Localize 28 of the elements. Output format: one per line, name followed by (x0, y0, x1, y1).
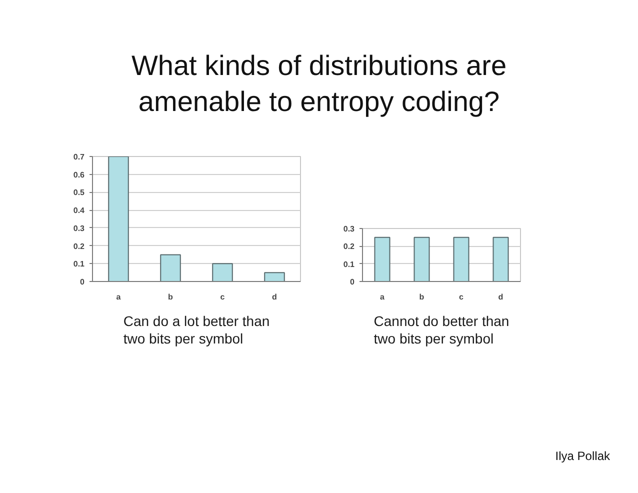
y-tick-label: 0.3 (73, 224, 86, 233)
y-tick-label: 0.4 (73, 206, 86, 216)
x-tick-label: a (116, 292, 122, 302)
y-tick-label: 0.6 (73, 170, 86, 180)
text: Can do a lot better than two bits per symbol (123, 312, 270, 346)
text: Ilya Pollak (554, 448, 610, 465)
y-tick-label: 0.1 (73, 260, 86, 269)
y-tick-label: 0.7 (73, 152, 86, 162)
x-tick-label: a (380, 292, 386, 302)
x-tick-label: d (498, 292, 504, 302)
y-tick-label: 0.2 (73, 242, 86, 251)
bar (108, 156, 129, 282)
y-tick-label: 0 (80, 278, 86, 286)
chart-title: What kinds of distributions are amenable to entropy coding? (130, 49, 508, 119)
y-tick-label: 0.3 (343, 224, 356, 234)
bar (160, 254, 181, 282)
x-tick-label: d (272, 292, 278, 302)
y-tick-label: 0.2 (343, 242, 356, 252)
x-tick-label: b (419, 292, 424, 302)
text: Cannot do better than two bits per symbol (374, 312, 510, 346)
bar (264, 272, 285, 282)
y-tick-label: 0.5 (73, 188, 86, 198)
x-tick-label: c (459, 292, 464, 302)
x-tick-label: c (220, 292, 226, 302)
x-tick-label: b (168, 292, 174, 302)
y-tick-label: 0.1 (343, 260, 356, 269)
bar (212, 263, 233, 282)
y-tick-label: 0 (350, 278, 356, 286)
